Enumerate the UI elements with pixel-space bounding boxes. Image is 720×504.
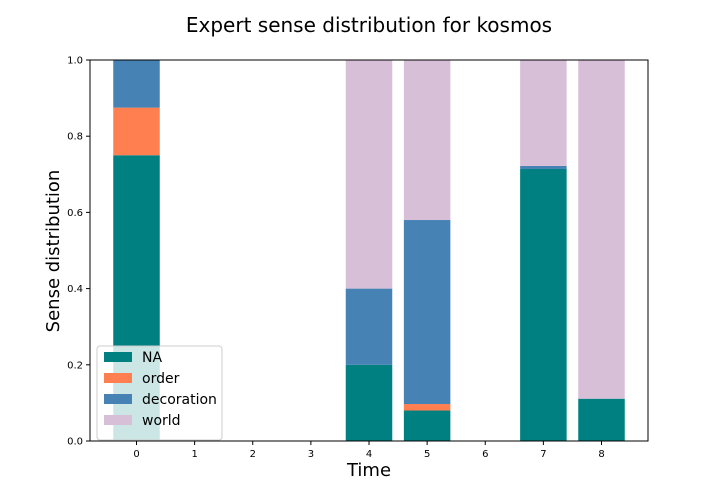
x-tick-label: 4	[366, 449, 372, 460]
x-tick-label: 1	[191, 449, 197, 460]
legend-label-order: order	[142, 371, 180, 387]
x-tick-label: 3	[308, 449, 314, 460]
bar-NA-x4	[345, 364, 393, 441]
bar-order-x0	[113, 107, 160, 156]
x-tick-label: 5	[424, 449, 430, 460]
x-axis-label: Time	[346, 460, 391, 481]
bar-decoration-x7	[520, 165, 567, 169]
y-tick-label: 0.6	[67, 208, 83, 219]
y-tick-label: 0.8	[67, 132, 83, 143]
legend-label-NA: NA	[142, 350, 162, 366]
x-tick-label: 8	[598, 449, 604, 460]
legend-swatch-NA	[104, 352, 132, 362]
y-tick-label: 1.0	[67, 56, 83, 67]
chart-title: Expert sense distribution for kosmos	[186, 13, 552, 37]
bar-decoration-x4	[345, 288, 393, 365]
bar-order-x5	[403, 404, 451, 411]
bar-NA-x7	[520, 168, 567, 441]
x-tick-label: 6	[482, 449, 488, 460]
legend-label-decoration: decoration	[142, 392, 217, 408]
x-tick-label: 2	[250, 449, 256, 460]
bar-NA-x5	[403, 410, 451, 441]
bars-layer	[113, 60, 625, 441]
x-axis: 0 1 2 3 4 5 6 7 8	[133, 441, 605, 460]
y-tick-label: 0.0	[67, 437, 83, 448]
x-tick-label: 0	[133, 449, 139, 460]
bar-world-x7	[520, 60, 567, 166]
y-axis: 0.0 0.2 0.4 0.6 0.8 1.0	[67, 56, 90, 448]
legend-swatch-decoration	[104, 394, 132, 404]
bar-decoration-x5	[403, 220, 451, 405]
legend-swatch-world	[104, 415, 132, 425]
y-axis-label: Sense distribution	[43, 170, 64, 333]
legend-swatch-order	[104, 373, 132, 383]
y-tick-label: 0.2	[67, 360, 83, 371]
bar-world-x5	[403, 60, 451, 221]
bar-world-x8	[578, 60, 625, 399]
bar-world-x4	[345, 60, 393, 289]
bar-decoration-x0	[113, 60, 160, 108]
legend: NA order decoration world	[96, 345, 223, 441]
bar-NA-x8	[578, 398, 625, 441]
x-tick-label: 7	[540, 449, 546, 460]
y-tick-label: 0.4	[67, 284, 83, 295]
legend-label-world: world	[142, 413, 181, 429]
